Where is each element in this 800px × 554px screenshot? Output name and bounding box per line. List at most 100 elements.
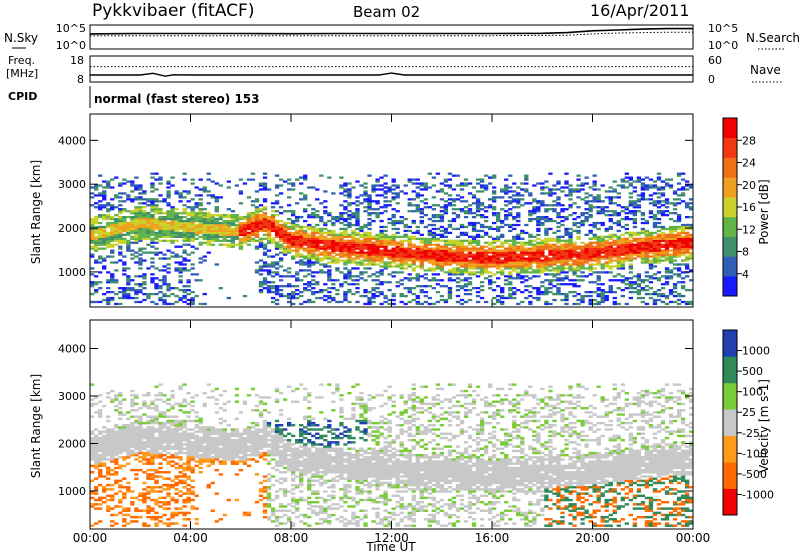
power-cell bbox=[664, 251, 670, 254]
power-cell bbox=[339, 217, 344, 221]
power-cell bbox=[210, 194, 215, 197]
power-cell bbox=[102, 231, 107, 235]
power-cell bbox=[544, 237, 549, 240]
power-cell bbox=[516, 237, 521, 240]
power-cell bbox=[134, 231, 139, 235]
power-cell bbox=[672, 204, 678, 207]
power-cell bbox=[415, 182, 420, 185]
power-cell bbox=[134, 237, 139, 240]
velocity-cell bbox=[146, 460, 151, 463]
velocity-cell bbox=[102, 458, 107, 461]
power-cell bbox=[500, 259, 505, 262]
power-cell bbox=[648, 198, 654, 201]
velocity-cell bbox=[106, 488, 111, 491]
velocity-cell bbox=[90, 453, 95, 457]
power-cell bbox=[475, 290, 481, 294]
power-cell bbox=[580, 245, 585, 248]
power-cell bbox=[532, 239, 537, 242]
power-cell bbox=[186, 223, 191, 227]
power-cell bbox=[359, 241, 364, 244]
power-cell bbox=[234, 231, 240, 235]
velocity-cell bbox=[90, 383, 95, 386]
power-cell bbox=[339, 255, 344, 258]
power-cell bbox=[520, 231, 525, 235]
power-cell bbox=[431, 208, 437, 211]
power-cell bbox=[564, 239, 569, 242]
power-cell bbox=[588, 302, 593, 306]
power-cell bbox=[295, 229, 300, 233]
power-cell bbox=[684, 267, 690, 270]
power-cell bbox=[520, 271, 525, 274]
power-cell bbox=[258, 214, 264, 217]
power-cell bbox=[447, 273, 453, 276]
power-cell bbox=[295, 243, 300, 246]
power-cell bbox=[632, 247, 638, 250]
power-cell bbox=[110, 227, 115, 231]
power-cell bbox=[455, 247, 461, 250]
power-cell bbox=[339, 186, 344, 189]
power-cell bbox=[122, 241, 127, 244]
power-cell bbox=[588, 214, 593, 217]
power-cell bbox=[560, 257, 565, 260]
power-cell bbox=[234, 223, 240, 227]
power-cell bbox=[102, 190, 107, 193]
power-cell bbox=[564, 227, 569, 231]
power-cell bbox=[331, 217, 336, 221]
power-cell bbox=[383, 245, 388, 248]
power-cell bbox=[355, 300, 360, 304]
power-cell bbox=[596, 287, 601, 290]
power-cell bbox=[383, 263, 388, 266]
power-cell bbox=[395, 285, 400, 288]
power-cell bbox=[355, 263, 360, 266]
power-cell bbox=[327, 241, 332, 244]
power-cell bbox=[500, 273, 505, 276]
power-cell bbox=[636, 231, 642, 235]
power-cell bbox=[98, 174, 103, 177]
cpid-mode: normal (fast stereo) 153 bbox=[94, 92, 260, 106]
power-cell bbox=[130, 221, 135, 225]
power-cell bbox=[118, 229, 123, 233]
power-cell bbox=[102, 192, 107, 195]
power-cell bbox=[524, 269, 529, 272]
velocity-cell bbox=[154, 503, 159, 506]
power-cell bbox=[234, 184, 240, 187]
power-cell bbox=[383, 265, 388, 268]
velocity-cell bbox=[126, 438, 131, 442]
power-cell bbox=[676, 219, 682, 223]
power-cell bbox=[415, 247, 420, 250]
power-cell bbox=[620, 180, 625, 183]
velocity-cell bbox=[110, 458, 115, 461]
power-cell bbox=[684, 251, 690, 254]
power-cell bbox=[295, 241, 300, 244]
power-cell bbox=[114, 214, 119, 217]
power-cell bbox=[391, 271, 396, 274]
power-cell bbox=[548, 194, 553, 197]
power-cell bbox=[142, 217, 147, 221]
power-cell bbox=[355, 215, 360, 219]
velocity-cell bbox=[154, 479, 159, 483]
power-cell bbox=[295, 289, 300, 292]
power-cell bbox=[520, 237, 525, 240]
power-cell bbox=[580, 212, 585, 215]
power-cell bbox=[423, 182, 428, 185]
power-cell bbox=[327, 269, 332, 272]
power-cell bbox=[427, 251, 432, 254]
power-cell bbox=[528, 290, 533, 294]
power-cell bbox=[680, 294, 686, 298]
power-cell bbox=[676, 231, 682, 235]
velocity-cell bbox=[102, 445, 107, 448]
power-cell bbox=[311, 263, 316, 266]
power-cell bbox=[315, 237, 320, 240]
velocity-cell bbox=[142, 500, 147, 504]
power-cell bbox=[363, 235, 368, 238]
power-cell bbox=[483, 206, 489, 209]
power-cell bbox=[536, 290, 541, 294]
power-cell bbox=[572, 302, 577, 306]
power-cell bbox=[331, 298, 336, 302]
power-cell bbox=[463, 271, 469, 274]
power-cell bbox=[130, 200, 135, 203]
power-cell bbox=[668, 259, 674, 262]
power-cell bbox=[548, 172, 553, 175]
power-cell bbox=[624, 231, 629, 235]
power-cell bbox=[411, 255, 416, 258]
